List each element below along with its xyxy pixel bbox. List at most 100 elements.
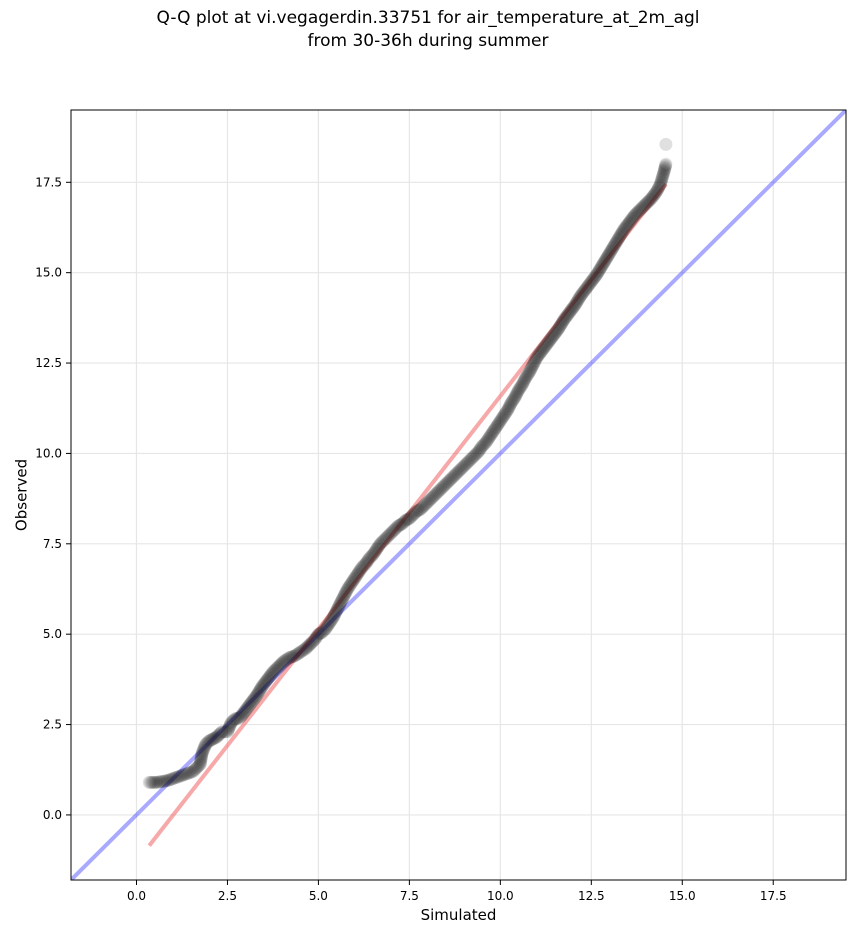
quantile-point [658,160,672,174]
quantile-point [587,271,601,285]
quantile-point [356,559,370,573]
quantile-point [320,620,334,634]
quantile-point [472,443,486,457]
quantile-point [573,289,587,303]
quantile-point [509,388,523,402]
quantile-point [229,712,243,726]
quantile-point [343,578,357,592]
y-tick-label: 15.0 [35,266,62,280]
quantile-point [602,247,616,261]
quantile-point [613,229,627,243]
quantile-point [563,304,577,318]
quantile-point [642,194,656,208]
quantile-point [351,566,365,580]
quantile-point [499,406,513,420]
quantile-point [353,563,367,577]
quantile-point [334,595,348,609]
quantile-point [296,643,310,657]
quantile-point [455,461,469,475]
quantile-point [281,652,295,666]
quantile-point [440,476,454,490]
quantile-point [396,516,410,530]
quantile-point [645,190,659,204]
quantile-point [235,708,249,722]
quantile-point [523,364,537,378]
quantile-point [482,432,496,446]
quantile-point [207,731,221,745]
quantile-point [319,622,333,636]
quantile-point [258,676,272,690]
quantile-point [171,770,185,784]
quantile-point [196,743,210,757]
quantile-point [384,526,398,540]
quantile-point [503,399,517,413]
quantile-point [413,502,427,516]
quantile-point [559,310,573,324]
quantile-point [242,698,256,712]
quantile-point [535,343,549,357]
quantile-point [372,538,386,552]
quantile-point [594,260,608,274]
quantile-point [174,769,188,783]
quantile-point [205,733,219,747]
quantile-point [546,329,560,343]
quantile-point [142,775,156,789]
quantile-point [178,767,192,781]
identity-line [71,110,846,880]
quantile-point [308,633,322,647]
quantile-point [428,488,442,502]
quantile-point [337,589,351,603]
quantile-point [557,313,571,327]
quantile-point [255,680,269,694]
quantile-point [422,494,436,508]
quantile-point [368,545,382,559]
quantile-point [366,548,380,562]
quantile-point [490,419,504,433]
quantile-point [238,704,252,718]
quantile-point [566,301,580,315]
quantile-point [650,184,664,198]
quantile-point [364,550,378,564]
quantile-point [485,426,499,440]
quantile-point [472,445,486,459]
quantile-point [447,469,461,483]
quantile-point [629,207,643,221]
quantile-point [362,551,376,565]
quantile-point [327,608,341,622]
quantile-point [260,674,274,688]
quantile-point [253,682,267,696]
quantile-point [350,568,364,582]
quantile-point [606,240,620,254]
quantile-point [251,686,265,700]
quantile-point [425,490,439,504]
quantile-point [570,294,584,308]
quantile-point [586,272,600,286]
quantile-point [194,750,208,764]
quantile-point [504,396,518,410]
quantile-point [272,659,286,673]
quantile-point [609,235,623,249]
quantile-point [547,328,561,342]
quantile-point [395,517,409,531]
quantile-point [462,454,476,468]
quantile-point [144,775,158,789]
quantile-point [224,716,238,730]
quantile-point [277,654,291,668]
quantile-point [202,734,216,748]
quantile-point [537,341,551,355]
quantile-point [335,592,349,606]
quantile-point [461,455,475,469]
quantile-point [220,725,234,739]
quantile-point [612,231,626,245]
quantile-point [569,296,583,310]
quantile-point [338,586,352,600]
quantile-point [483,429,497,443]
quantile-point [522,366,536,380]
quantile-point [244,696,258,710]
quantile-point [596,257,610,271]
quantile-point [556,314,570,328]
quantile-point [206,732,220,746]
quantile-point [561,308,575,322]
quantile-point [542,334,556,348]
quantile-point [513,380,527,394]
